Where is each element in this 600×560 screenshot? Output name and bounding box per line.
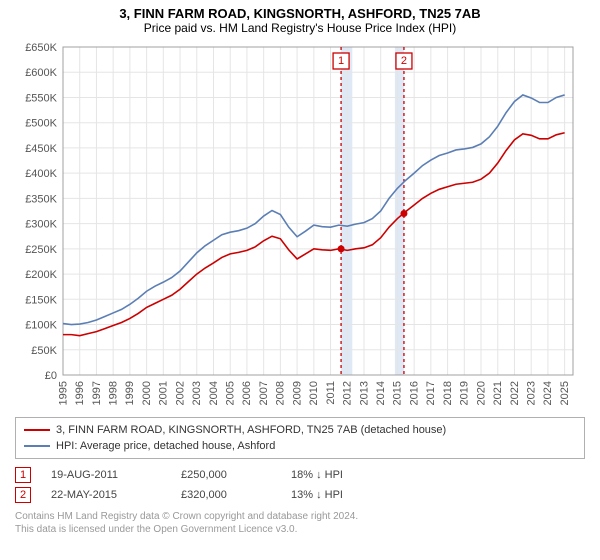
svg-text:2005: 2005 [225, 381, 237, 405]
sales-table: 1 19-AUG-2011£250,00018% ↓ HPI 2 22-MAY-201… [15, 465, 585, 505]
svg-text:2006: 2006 [241, 381, 253, 405]
svg-text:2002: 2002 [174, 381, 186, 405]
legend-label-price: 3, FINN FARM ROAD, KINGSNORTH, ASHFORD, … [56, 424, 446, 436]
sale-price: £320,000 [181, 489, 291, 501]
sale-marker-icon: 1 [15, 467, 31, 483]
svg-text:£650K: £650K [25, 42, 57, 54]
svg-text:1998: 1998 [107, 381, 119, 405]
svg-text:2012: 2012 [342, 381, 354, 405]
svg-text:2019: 2019 [459, 381, 471, 405]
footer: Contains HM Land Registry data © Crown c… [15, 511, 585, 536]
legend: 3, FINN FARM ROAD, KINGSNORTH, ASHFORD, … [15, 417, 585, 459]
svg-text:2024: 2024 [542, 381, 554, 405]
svg-text:2021: 2021 [492, 381, 504, 405]
svg-text:£500K: £500K [25, 118, 57, 130]
svg-text:2008: 2008 [275, 381, 287, 405]
svg-text:2015: 2015 [392, 381, 404, 405]
svg-text:2016: 2016 [408, 381, 420, 405]
chart-title: 3, FINN FARM ROAD, KINGSNORTH, ASHFORD, … [10, 6, 590, 21]
svg-text:2009: 2009 [291, 381, 303, 405]
footer-line-2: This data is licensed under the Open Gov… [15, 524, 585, 537]
svg-text:2: 2 [401, 55, 407, 67]
chart-area: £0 £50K £100K £150K £200K £250K £300K £350K £400… [15, 41, 585, 411]
sales-row: 1 19-AUG-2011£250,00018% ↓ HPI [15, 465, 585, 485]
svg-text:1999: 1999 [124, 381, 136, 405]
svg-text:1997: 1997 [91, 381, 103, 405]
svg-text:£550K: £550K [25, 92, 57, 104]
svg-text:£50K: £50K [31, 345, 57, 357]
svg-text:£150K: £150K [25, 294, 57, 306]
svg-text:£300K: £300K [25, 219, 57, 231]
svg-text:1995: 1995 [57, 381, 69, 405]
svg-text:2025: 2025 [559, 381, 571, 405]
svg-text:2001: 2001 [158, 381, 170, 405]
svg-text:£450K: £450K [25, 143, 57, 155]
chart-subtitle: Price paid vs. HM Land Registry's House … [10, 21, 590, 35]
svg-text:£350K: £350K [25, 193, 57, 205]
sales-row: 2 22-MAY-2015£320,00013% ↓ HPI [15, 485, 585, 505]
sale-diff: 18% ↓ HPI [291, 469, 401, 481]
svg-text:1996: 1996 [74, 381, 86, 405]
legend-swatch-hpi [24, 445, 50, 447]
svg-text:2011: 2011 [325, 381, 337, 405]
sale-price: £250,000 [181, 469, 291, 481]
svg-text:1: 1 [338, 55, 344, 67]
svg-text:£600K: £600K [25, 67, 57, 79]
svg-text:2014: 2014 [375, 381, 387, 405]
svg-text:2018: 2018 [442, 381, 454, 405]
svg-text:2000: 2000 [141, 381, 153, 405]
sale-diff: 13% ↓ HPI [291, 489, 401, 501]
legend-item-price: 3, FINN FARM ROAD, KINGSNORTH, ASHFORD, … [24, 422, 576, 438]
chart-svg: £0 £50K £100K £150K £200K £250K £300K £350K £400… [15, 41, 585, 411]
svg-text:2022: 2022 [509, 381, 521, 405]
svg-text:2017: 2017 [425, 381, 437, 405]
svg-text:£100K: £100K [25, 320, 57, 332]
sale-marker-icon: 2 [15, 487, 31, 503]
svg-text:2010: 2010 [308, 381, 320, 405]
svg-text:£0: £0 [45, 370, 57, 382]
svg-text:2003: 2003 [191, 381, 203, 405]
legend-swatch-price [24, 429, 50, 431]
sale-date: 22-MAY-2015 [51, 489, 181, 501]
legend-label-hpi: HPI: Average price, detached house, Ashf… [56, 440, 275, 452]
svg-text:£400K: £400K [25, 168, 57, 180]
svg-text:2020: 2020 [475, 381, 487, 405]
svg-text:2013: 2013 [358, 381, 370, 405]
legend-item-hpi: HPI: Average price, detached house, Ashf… [24, 438, 576, 454]
svg-text:£200K: £200K [25, 269, 57, 281]
footer-line-1: Contains HM Land Registry data © Crown c… [15, 511, 585, 524]
svg-text:2004: 2004 [208, 381, 220, 405]
svg-text:2023: 2023 [525, 381, 537, 405]
svg-text:£250K: £250K [25, 244, 57, 256]
svg-text:2007: 2007 [258, 381, 270, 405]
sale-date: 19-AUG-2011 [51, 469, 181, 481]
